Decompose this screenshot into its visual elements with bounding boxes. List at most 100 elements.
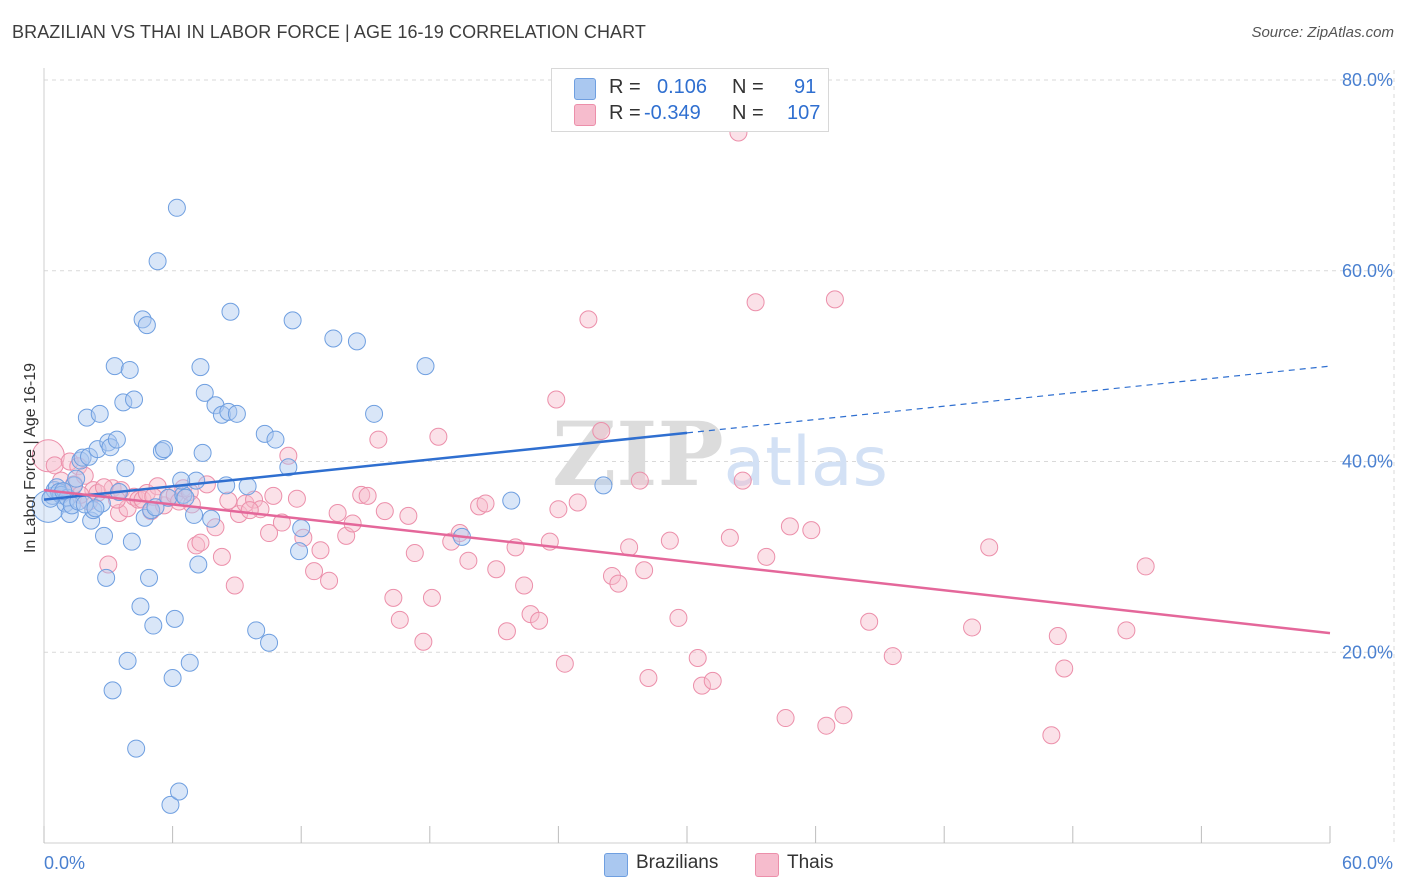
- y-tick-label: 20.0%: [1342, 642, 1393, 662]
- bottom-legend-brazilians: Brazilians: [604, 852, 744, 877]
- thai-point: [422, 588, 441, 607]
- thai-point: [568, 493, 587, 512]
- brazilian-point: [67, 469, 86, 488]
- thai-point: [746, 293, 765, 312]
- brazilian-point: [118, 651, 137, 670]
- thai-point: [45, 456, 64, 475]
- thai-point: [31, 439, 65, 473]
- brazilian-point: [165, 609, 184, 628]
- y-tick-label: 60.0%: [1342, 261, 1393, 281]
- thai-point: [311, 541, 330, 560]
- legend-r-value: -0.349: [644, 102, 701, 124]
- thai-point: [240, 501, 259, 520]
- brazilian-point: [502, 491, 521, 510]
- thai-point: [693, 676, 712, 695]
- thai-point: [980, 538, 999, 557]
- thai-point: [358, 486, 377, 505]
- thai-point: [1136, 557, 1155, 576]
- brazilian-point: [227, 404, 246, 423]
- brazilian-point: [266, 430, 285, 449]
- brazilian-point: [86, 499, 105, 518]
- legend-n-label: N =: [732, 102, 764, 124]
- brazilian-point: [73, 448, 92, 467]
- thai-point: [497, 622, 516, 641]
- thai-point: [802, 521, 821, 540]
- brazilian-point: [127, 739, 146, 758]
- thai-point: [287, 489, 306, 508]
- y-tick-label: 80.0%: [1342, 70, 1393, 90]
- thai-point: [780, 517, 799, 536]
- legend-r-value: 0.106: [657, 76, 708, 98]
- brazilian-point: [180, 653, 199, 672]
- thai-point: [609, 574, 628, 593]
- y-axis-label: In Labor Force | Age 16-19: [22, 363, 39, 553]
- thai-point: [549, 500, 568, 519]
- brazilian-point: [283, 311, 302, 330]
- thai-point: [720, 528, 739, 547]
- thai-point: [487, 560, 506, 579]
- x-tick-label: 0.0%: [44, 853, 85, 873]
- brazilian-point: [163, 669, 182, 688]
- brazilian-point: [161, 795, 180, 814]
- brazilian-point: [292, 519, 311, 538]
- legend-n-value: 107: [787, 102, 821, 124]
- thai-point: [825, 290, 844, 309]
- axes: [43, 68, 1331, 844]
- thai-point: [414, 632, 433, 651]
- brazilian-point: [148, 252, 167, 271]
- thai-points: [31, 123, 1155, 745]
- legend-swatch-pink: [574, 104, 596, 126]
- brazilian-point: [170, 782, 189, 801]
- brazilian-point: [137, 316, 156, 335]
- brazilian-point: [155, 440, 174, 459]
- brazilian-point: [131, 597, 150, 616]
- brazilian-point: [140, 568, 159, 587]
- thai-point: [476, 494, 495, 513]
- bottom-legend-label: Brazilians: [636, 852, 719, 873]
- brazilian-point: [116, 459, 135, 478]
- brazilian-point: [105, 357, 124, 376]
- thai-point: [817, 716, 836, 735]
- brazilian-point: [107, 430, 126, 449]
- thai-point: [639, 669, 658, 688]
- thai-point: [1117, 621, 1136, 640]
- thai-point: [602, 566, 621, 585]
- brazilian-point: [95, 526, 114, 545]
- thai-point: [834, 706, 853, 725]
- thai-point: [191, 533, 210, 552]
- thai-point: [860, 612, 879, 631]
- brazilian-point: [347, 332, 366, 351]
- brazilian-point: [193, 443, 212, 462]
- thai-point: [99, 555, 118, 574]
- brazilian-point: [202, 509, 221, 528]
- thai-point: [776, 709, 795, 728]
- thai-point: [328, 504, 347, 523]
- thai-point: [579, 310, 598, 329]
- tick-labels: 80.0% 60.0% 40.0% 20.0% 0.0% 60.0%: [44, 70, 1393, 873]
- brazilian-point: [97, 568, 116, 587]
- brazilian-point: [185, 505, 204, 524]
- thai-point: [264, 486, 283, 505]
- thai-point: [369, 430, 388, 449]
- brazilian-point: [255, 424, 274, 443]
- bottom-legend-thais: Thais: [755, 852, 855, 877]
- thai-point: [1042, 726, 1061, 745]
- brazilian-point: [279, 458, 298, 477]
- thai-point: [1048, 627, 1067, 646]
- brazilian-point: [416, 357, 435, 376]
- legend-r-label: R =: [609, 102, 641, 124]
- brazilian-point: [594, 476, 613, 495]
- brazilian-point: [167, 198, 186, 217]
- thai-point: [630, 471, 649, 490]
- legend-n-value: 91: [794, 76, 817, 98]
- thai-point: [352, 485, 371, 504]
- brazilian-point: [324, 329, 343, 348]
- thai-point: [635, 561, 654, 580]
- brazilian-point: [101, 438, 120, 457]
- brazilian-trend-line: [43, 431, 688, 501]
- brazilian-point: [290, 542, 309, 561]
- thai-point: [963, 618, 982, 637]
- chart-source: Source: ZipAtlas.com: [1251, 24, 1394, 41]
- chart-title: BRAZILIAN VS THAI IN LABOR FORCE | AGE 1…: [12, 22, 647, 42]
- legend-swatch-blue: [574, 78, 596, 100]
